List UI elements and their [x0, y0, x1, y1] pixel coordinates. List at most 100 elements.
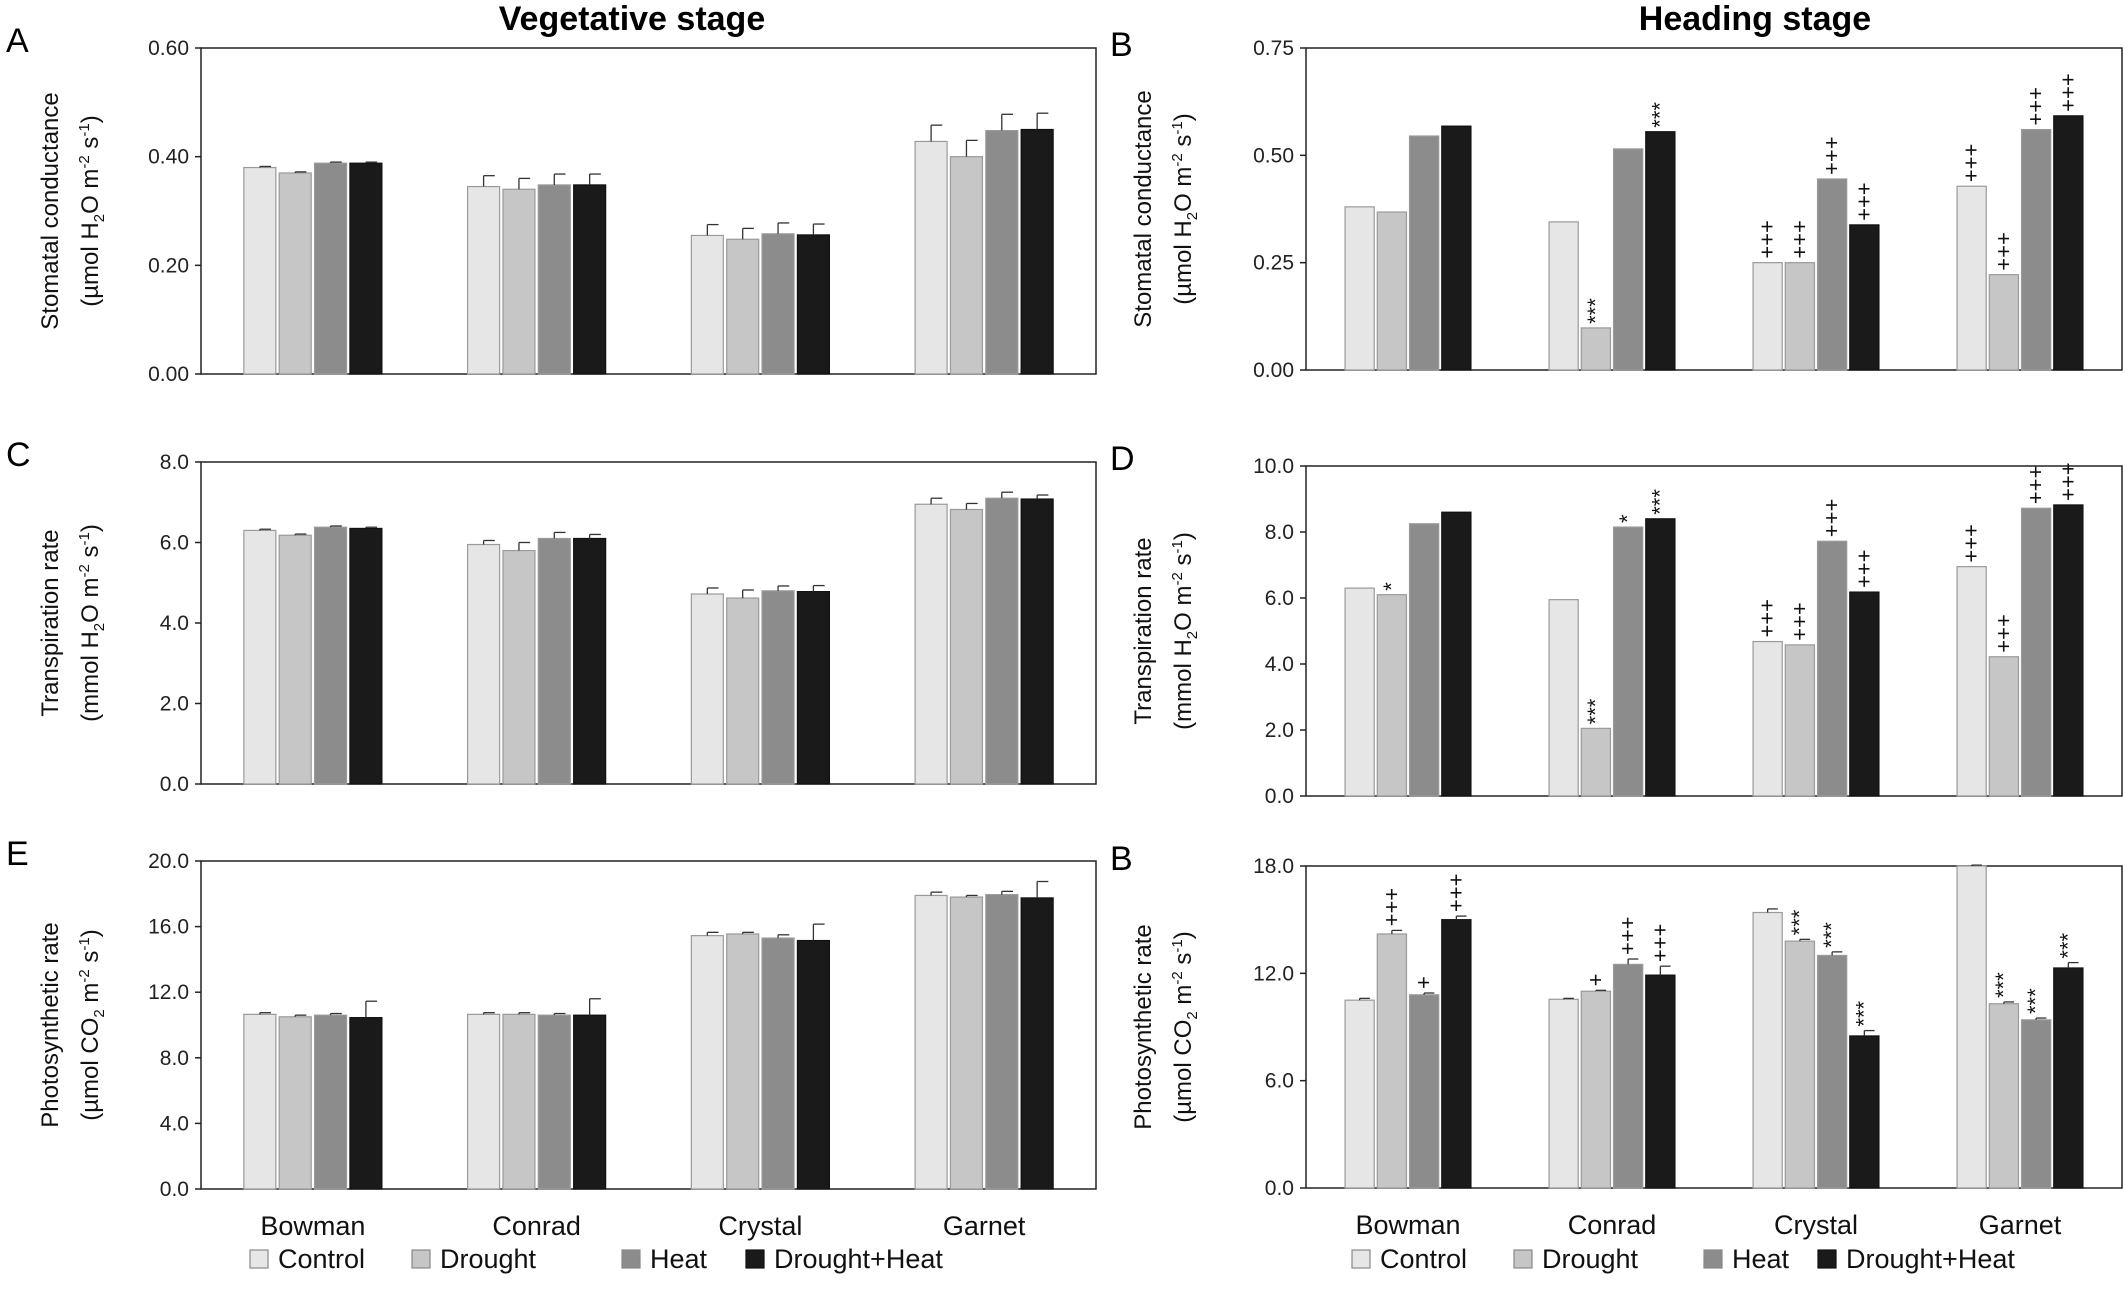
- significance-mark: ***: [1851, 1000, 1876, 1026]
- bar-drought-heat-garnet: [2053, 115, 2084, 371]
- panel-letter: A: [6, 22, 29, 60]
- bar-heat-garnet: [985, 129, 1019, 375]
- bar-control-crystal: [690, 593, 724, 785]
- legend-swatch-4: [1817, 1249, 1837, 1269]
- significance-mark: +++: [2023, 466, 2048, 505]
- significance-mark: +++: [1755, 220, 1780, 259]
- y-tick-label: 0.00: [148, 363, 189, 386]
- plot-frame: [1305, 47, 2123, 371]
- y-tick-label: 4.0: [1265, 653, 1294, 676]
- title-heading: Heading stage: [1639, 0, 1871, 38]
- bar-heat-bowman: [1408, 523, 1440, 797]
- legend-swatch-3: [1703, 1249, 1723, 1269]
- bar-drought-heat-garnet: [1020, 128, 1054, 375]
- significance-mark: +++: [1991, 614, 2016, 653]
- bar-control-conrad: [1548, 998, 1579, 1189]
- panel-B-2: B 0.00 0.25 0.50 0.75 Stomatal conductance (µm…: [1110, 26, 2123, 382]
- bar-heat-crystal: [1816, 178, 1848, 371]
- title-vegetative: Vegetative stage: [499, 0, 765, 38]
- bar-drought-conrad: [1580, 990, 1612, 1189]
- y-axis-label: Photosynthetic rate: [1130, 924, 1157, 1129]
- bar-heat-conrad: [1612, 526, 1644, 797]
- bar-control-crystal: [1752, 262, 1783, 371]
- bar-drought-conrad: [502, 1013, 536, 1190]
- plot-frame: [200, 860, 1097, 1190]
- y-tick-label: 6.0: [160, 532, 189, 555]
- y-tick-label: 2.0: [1265, 719, 1294, 742]
- bar-heat-crystal: [1816, 954, 1848, 1189]
- significance-mark: +++: [1755, 599, 1780, 638]
- bar-drought-heat-crystal: [796, 591, 831, 785]
- bar-drought-heat-conrad: [1645, 974, 1676, 1189]
- significance-mark: +++: [1787, 220, 1812, 259]
- y-tick-label: 12.0: [148, 981, 189, 1004]
- y-tick-label: 0.20: [148, 254, 189, 277]
- category-label-garnet: Garnet: [943, 1211, 1026, 1241]
- significance-mark: +++: [1819, 499, 1844, 538]
- legend-swatch-3: [621, 1249, 641, 1269]
- bar-control-conrad: [466, 1013, 501, 1190]
- y-axis-label: Transpiration rate: [1130, 537, 1157, 724]
- y-axis-unit: (µmol CO2 m-2 s-1): [76, 929, 108, 1121]
- y-axis-unit: (µmol H2O m-2 s-1): [1169, 113, 1201, 305]
- y-tick-label: 0.50: [1253, 144, 1294, 167]
- bar-drought-heat-garnet: [2053, 967, 2084, 1189]
- bar-drought-crystal: [726, 933, 760, 1190]
- bar-drought-heat-garnet: [1020, 498, 1054, 785]
- significance-mark: ***: [1787, 909, 1812, 935]
- category-label-crystal: Crystal: [718, 1211, 802, 1241]
- y-tick-label: 8.0: [160, 451, 189, 474]
- y-axis-label: Transpiration rate: [37, 529, 64, 716]
- panels: A 0.00 0.20 0.40 0.60 Stomatal conductance (µm…: [6, 22, 2123, 1241]
- bar-heat-bowman: [313, 526, 348, 785]
- bar-drought-heat-garnet: [1020, 897, 1054, 1190]
- significance-mark: +++: [1959, 144, 1984, 183]
- legend-label-3: Heat: [1732, 1244, 1790, 1274]
- panel-A-1: A 0.00 0.20 0.40 0.60 Stomatal conductance (µm…: [6, 22, 1097, 386]
- category-label-crystal: Crystal: [1774, 1210, 1858, 1240]
- y-axis-unit: (µmol H2O m-2 s-1): [76, 115, 108, 307]
- significance-mark: +++: [2055, 462, 2080, 501]
- plot-frame: [200, 47, 1097, 375]
- bar-heat-conrad: [1612, 148, 1644, 371]
- significance-mark: +++: [1959, 524, 1984, 563]
- significance-mark: +: [1411, 976, 1436, 989]
- bar-heat-conrad: [537, 1014, 571, 1190]
- y-tick-label: 0.00: [1253, 359, 1294, 382]
- bar-drought-conrad: [502, 549, 536, 785]
- bar-drought-garnet: [949, 156, 984, 375]
- significance-mark: +++: [1819, 136, 1844, 175]
- bar-control-garnet: [1956, 865, 1987, 1189]
- bar-drought-bowman: [278, 172, 312, 375]
- y-tick-label: 2.0: [160, 693, 189, 716]
- bar-heat-garnet: [985, 497, 1019, 785]
- bar-drought-heat-garnet: [2053, 504, 2084, 797]
- bar-drought-heat-bowman: [349, 162, 383, 375]
- bar-control-garnet: [914, 894, 948, 1190]
- bar-control-crystal: [690, 234, 724, 375]
- bar-drought-heat-bowman: [1441, 919, 1472, 1189]
- y-tick-label: 0.60: [148, 37, 189, 60]
- legend-label-1: Control: [1380, 1244, 1467, 1274]
- bar-heat-crystal: [1816, 540, 1848, 797]
- y-tick-label: 0.0: [1265, 785, 1294, 808]
- bar-drought-heat-conrad: [573, 1014, 607, 1190]
- bar-drought-bowman: [278, 1016, 312, 1190]
- bar-drought-crystal: [726, 238, 760, 375]
- panel-B-6: B 0.0 6.0 12.0 18.0 Photosynthetic rate (µmol …: [1110, 840, 2123, 1240]
- plot-frame: [1305, 865, 2123, 1189]
- y-tick-label: 16.0: [148, 916, 189, 939]
- bar-drought-heat-conrad: [1645, 518, 1676, 797]
- bar-control-crystal: [690, 935, 724, 1190]
- y-tick-label: 0.75: [1253, 37, 1294, 60]
- significance-mark: +: [1583, 973, 1608, 986]
- bar-heat-conrad: [537, 537, 571, 785]
- bar-drought-heat-crystal: [1849, 591, 1880, 797]
- legend-label-1: Control: [278, 1244, 365, 1274]
- y-tick-label: 18.0: [1253, 855, 1294, 878]
- significance-mark: +++: [1851, 550, 1876, 589]
- significance-mark: ***: [1583, 298, 1608, 324]
- y-axis-unit: (mmol H2O m-2 s-1): [1169, 532, 1201, 730]
- category-label-bowman: Bowman: [260, 1211, 365, 1241]
